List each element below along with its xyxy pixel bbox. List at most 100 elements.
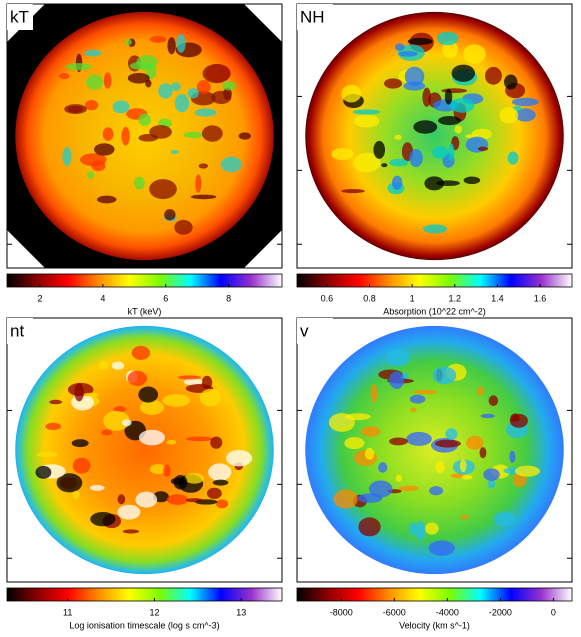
map-patch <box>432 145 449 159</box>
map-patch <box>96 195 117 204</box>
map-patch <box>222 81 237 91</box>
map-patch <box>493 511 515 527</box>
colorbar-tick-label: 1.6 <box>534 293 547 303</box>
map-patch <box>74 383 84 402</box>
colorbar-label: kT (keV) <box>128 306 162 316</box>
map-patch <box>82 392 99 398</box>
map-patch <box>113 406 126 413</box>
colorbar-tick-label: 0.8 <box>363 293 376 303</box>
map-image <box>15 11 274 261</box>
map-patch <box>480 413 495 419</box>
colorbar-tick-label: -4000 <box>436 607 459 617</box>
map-patch <box>167 37 176 55</box>
map-patch <box>90 511 116 527</box>
map-patch <box>344 437 365 450</box>
panel-title: NH <box>300 7 325 26</box>
map-patch <box>140 399 164 415</box>
map-patch <box>354 114 380 128</box>
colorbar-tick-label: 1 <box>410 293 415 303</box>
map-frame <box>6 317 283 583</box>
map-patch <box>185 436 214 442</box>
colorbar-tick-label: 13 <box>236 607 246 617</box>
map-patch <box>441 88 468 94</box>
map-patch <box>173 474 188 490</box>
panel: NH 0.6 0.8 1 1.2 1.4 1.6 Absorption (10^22 cm^-… <box>296 3 573 316</box>
map-patch <box>71 439 89 448</box>
map-patch <box>398 51 418 57</box>
map-patch <box>174 219 193 235</box>
map-patch <box>226 450 253 467</box>
map-patch <box>487 479 496 489</box>
map-patch <box>184 472 205 484</box>
map-patch <box>413 120 438 134</box>
colorbar-tick-label: 6 <box>163 293 168 303</box>
map-patch <box>364 447 375 460</box>
map-patch <box>103 410 130 431</box>
map-patch <box>171 82 181 92</box>
map-patch <box>176 33 186 53</box>
map-patch <box>86 74 104 90</box>
map-patch <box>199 388 221 407</box>
map-patch <box>445 428 458 441</box>
map-patch <box>432 366 457 385</box>
map-patch <box>466 435 484 450</box>
panel: kT 2 4 6 8 kT (keV) <box>6 3 283 316</box>
map-patch <box>425 522 439 535</box>
map-patch <box>166 494 189 505</box>
map-patch <box>514 465 541 477</box>
map-frame <box>6 3 283 269</box>
map-patch <box>353 152 381 173</box>
map-patch <box>454 125 463 134</box>
map-patch <box>177 375 202 380</box>
map-patch <box>341 84 362 103</box>
panel-title: nt <box>10 321 24 340</box>
map-patch <box>477 386 484 396</box>
map-patch <box>149 125 172 139</box>
map-patch <box>117 494 126 505</box>
colorbar-tick-label: 12 <box>149 607 159 617</box>
map-patch <box>507 151 519 165</box>
map-patch <box>398 485 419 492</box>
map-patch <box>183 378 203 386</box>
map-patch <box>210 436 223 449</box>
colorbar-label: Log ionisation timescale (log s cm^-3) <box>69 620 219 630</box>
map-patch <box>198 163 209 169</box>
panel: v -8000 -6000 -4000 -2000 0 Velocity (km s^-1) <box>296 317 573 630</box>
map-patch <box>127 370 148 386</box>
map-patch <box>56 473 83 493</box>
map-patch <box>511 97 539 107</box>
map-patch <box>483 468 500 481</box>
map-patch <box>183 131 204 139</box>
map-remnant <box>305 11 564 261</box>
map-patch <box>461 474 473 480</box>
map-patch <box>102 127 114 141</box>
map-patch <box>361 426 381 437</box>
map-patch <box>163 464 171 477</box>
map-patch <box>460 514 469 520</box>
colorbar <box>296 587 573 602</box>
map-patch <box>328 413 355 432</box>
map-patch <box>59 73 70 80</box>
colorbar-tick-label: 1.2 <box>448 293 461 303</box>
map-patch <box>438 115 461 126</box>
map-patch <box>164 209 176 221</box>
map-patch <box>202 63 231 84</box>
map-image <box>305 325 564 575</box>
map-patch <box>135 491 158 508</box>
map-patch <box>435 461 445 474</box>
map-patch <box>49 399 63 405</box>
map-patch <box>211 90 232 104</box>
map-patch <box>162 394 191 407</box>
map-patch <box>206 487 222 500</box>
map-patch <box>194 108 217 117</box>
map-patch <box>413 390 438 395</box>
map-patch <box>124 39 132 46</box>
map-patch <box>352 109 381 115</box>
map-patch <box>459 458 467 473</box>
map-patch <box>448 143 455 161</box>
map-patch <box>134 176 145 190</box>
map-patch <box>381 163 388 168</box>
map-patch <box>370 383 378 403</box>
map-patch <box>149 35 167 43</box>
map-patch <box>429 486 444 496</box>
